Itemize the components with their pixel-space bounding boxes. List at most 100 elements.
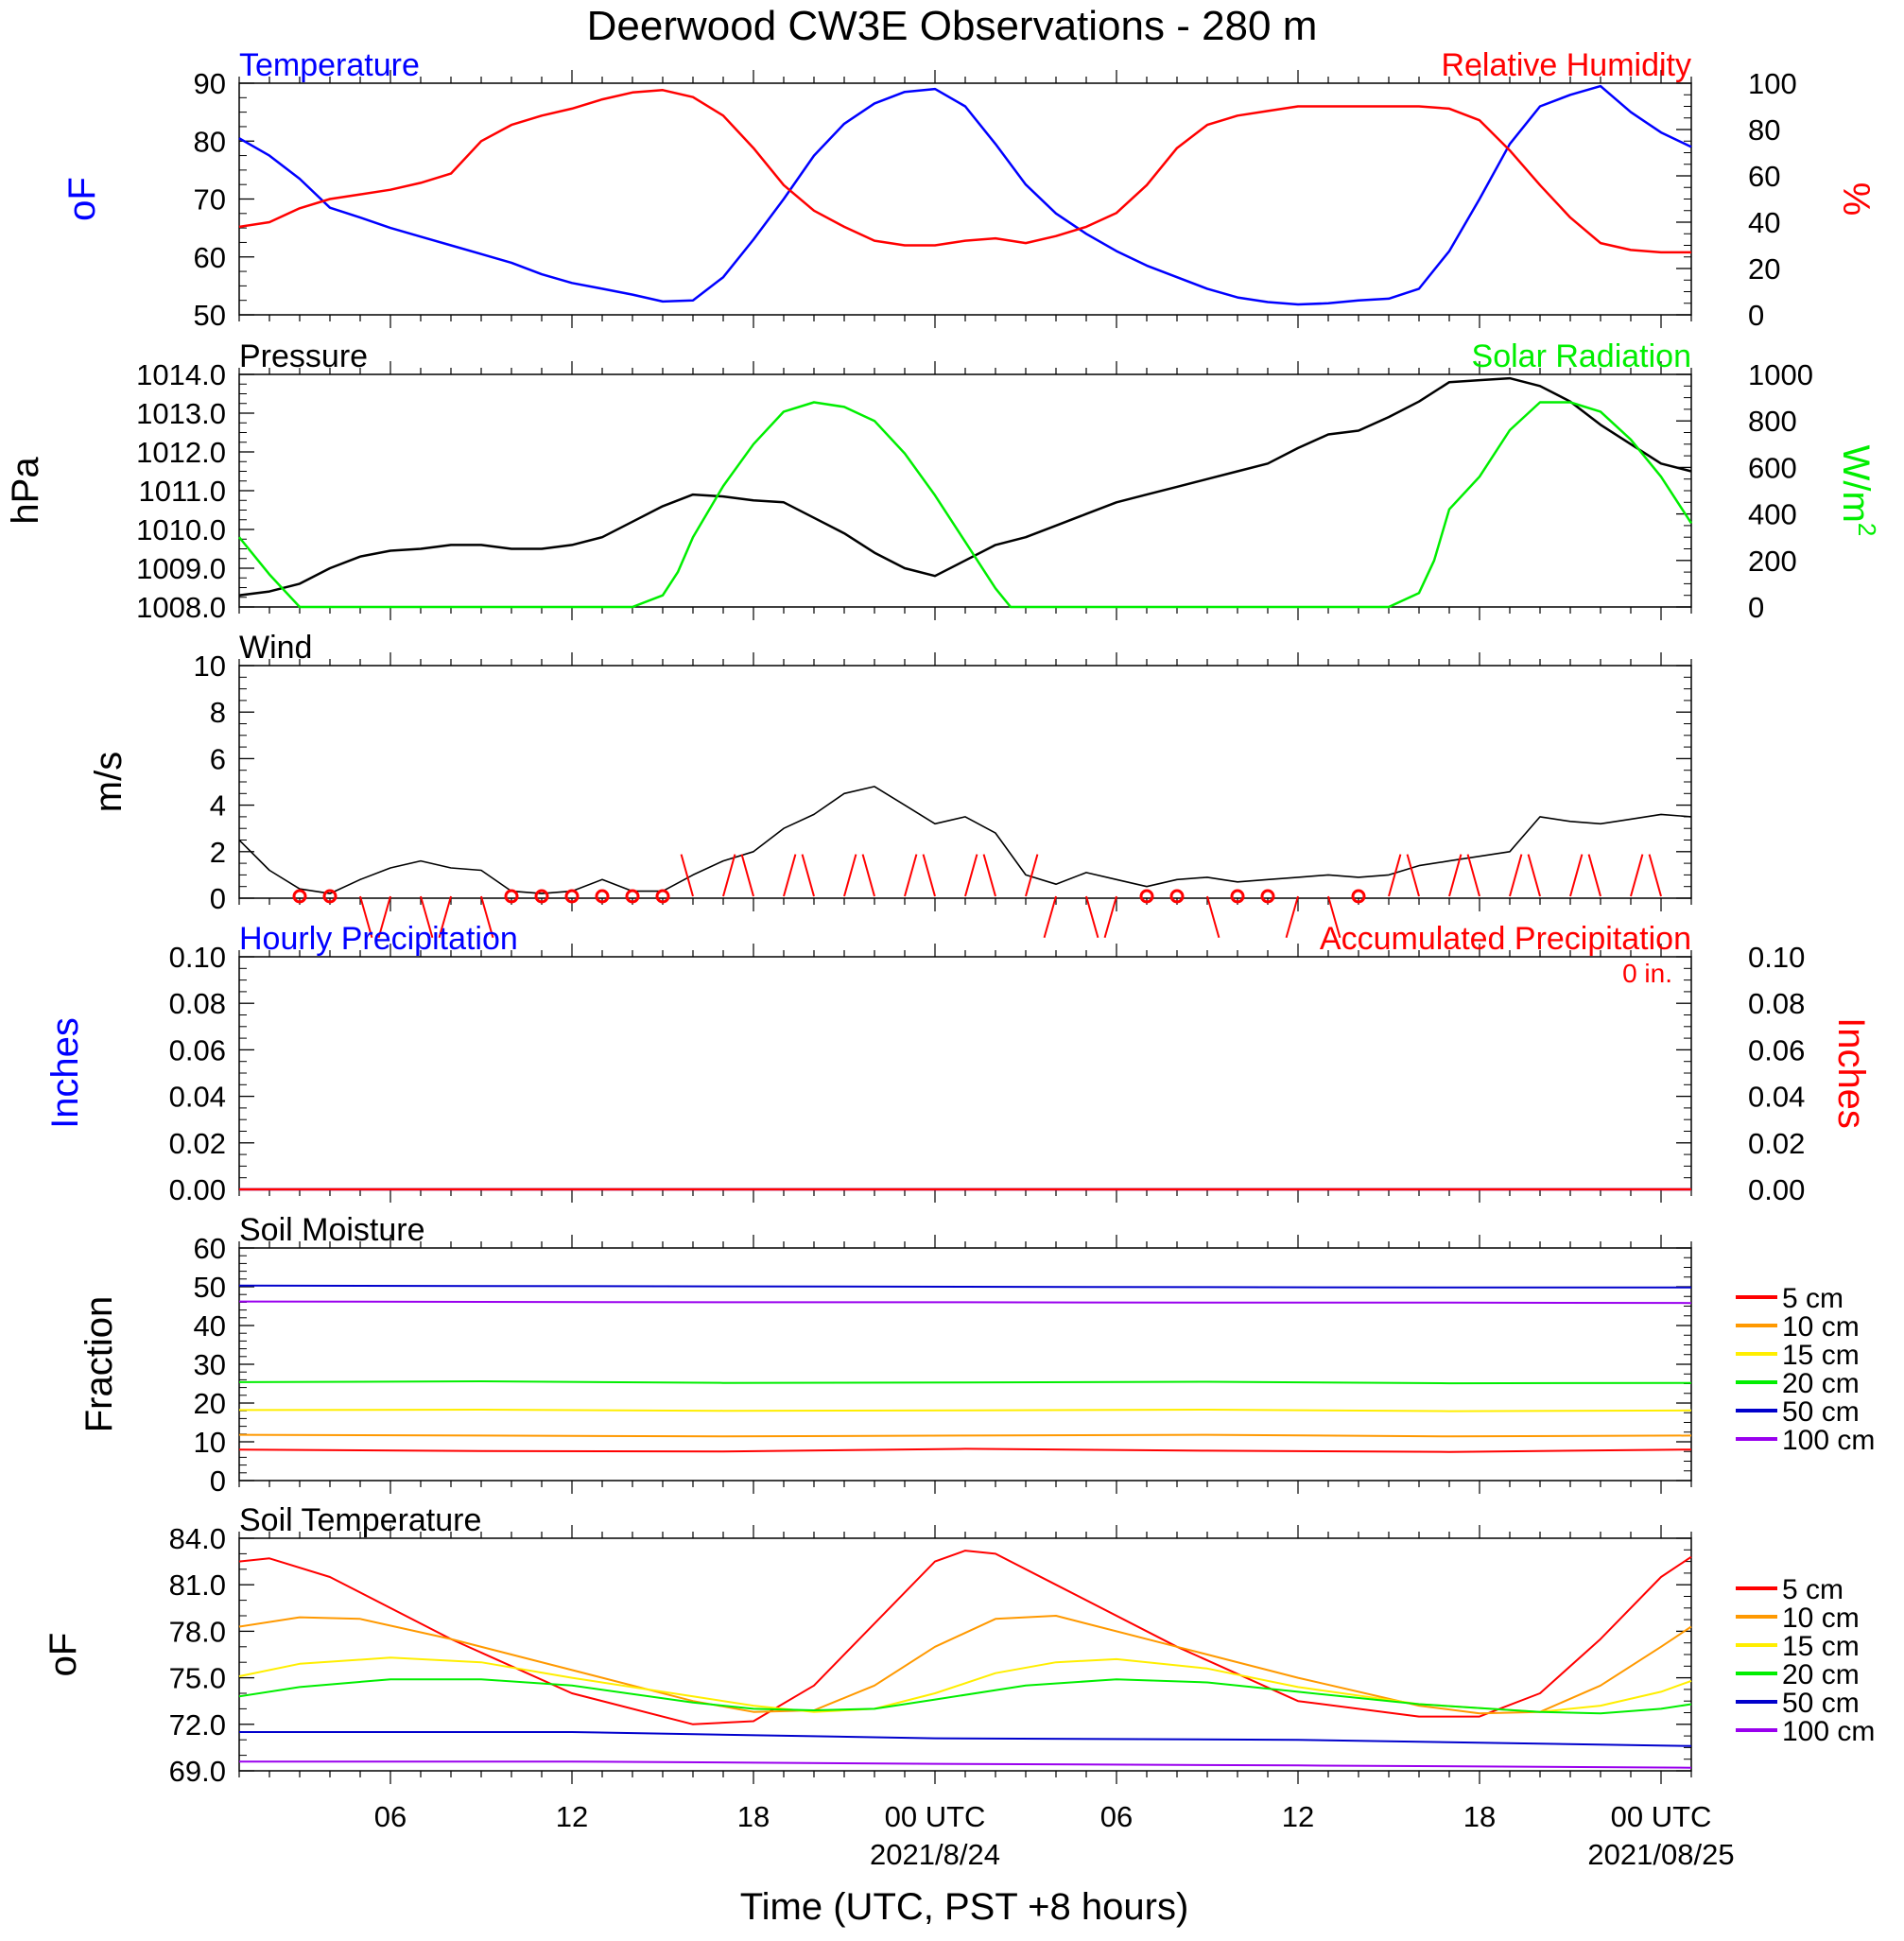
temperature-title: Temperature: [239, 47, 420, 83]
soil-temp-left-tick-label: 69.0: [169, 1755, 226, 1788]
solar-right-tick-label: 400: [1748, 498, 1797, 531]
precip-left-tick-label: 0.08: [169, 987, 226, 1020]
series-soil-moisture-50cm: [238, 1284, 1691, 1289]
temp-left-tick-label: 50: [194, 299, 226, 332]
x-axis-label: Time (UTC, PST +8 hours): [740, 1886, 1189, 1928]
soil-temp-left-tick-label: 75.0: [169, 1662, 226, 1695]
soil-moisture-left-tick-label: 50: [194, 1271, 226, 1304]
soil-moisture-left-tick-label: 20: [194, 1387, 226, 1420]
wind-barb-calm: [595, 889, 610, 904]
soil-temp-legend-label: 5 cm: [1782, 1574, 1843, 1605]
series-wind-speed: [238, 786, 1692, 894]
temp-left-tick-label: 70: [194, 183, 226, 217]
wind-barb-calm: [1351, 889, 1366, 904]
wind-barb-calm: [1230, 889, 1245, 904]
soil-temp-left-tick-label: 72.0: [169, 1708, 226, 1742]
soil-temp-legend-label: 100 cm: [1782, 1716, 1875, 1747]
soil-temp-left-tick-label: 81.0: [169, 1568, 226, 1602]
pressure-left-tick-label: 1009.0: [136, 552, 226, 585]
wind-units: m/s: [88, 752, 130, 812]
temp-left-tick-label: 90: [194, 67, 226, 100]
soil-moisture-left-tick-label: 40: [194, 1309, 226, 1343]
series-soil-temp-5cm: [238, 1550, 1692, 1725]
solar-title: Solar Radiation: [1472, 338, 1691, 374]
accum-right-tick-label: 0.04: [1748, 1081, 1805, 1114]
rh-right-tick-label: 80: [1748, 113, 1780, 147]
soil-moisture-legend-label: 50 cm: [1782, 1396, 1860, 1428]
soil-temp-left-tick-label: 84.0: [169, 1522, 226, 1555]
wind-barb: [1509, 854, 1523, 897]
wind-title: Wind: [239, 630, 312, 666]
wind-barb: [922, 854, 936, 897]
accum-precip-title: Accumulated Precipitation: [1320, 921, 1691, 957]
series-soil-moisture-10cm: [238, 1433, 1692, 1438]
wind-barb-calm: [1139, 889, 1154, 904]
series-soil-moisture-100cm: [238, 1300, 1692, 1305]
wind-barb-calm: [292, 889, 307, 904]
temp-left-tick-label: 60: [194, 241, 226, 274]
soil-moisture-units: Fraction: [78, 1296, 120, 1433]
wind-barb: [1043, 895, 1057, 939]
x-tick-label: 12: [1282, 1800, 1314, 1833]
wind-barb-calm: [625, 889, 640, 904]
series-solar-radiation: [238, 401, 1693, 609]
rh-right-tick-label: 100: [1748, 67, 1797, 100]
accum-right-tick-label: 0.08: [1748, 987, 1805, 1020]
series-soil-temp-20cm: [238, 1678, 1692, 1715]
wind-barb: [1206, 895, 1220, 939]
accum-right-tick-label: 0.06: [1748, 1033, 1805, 1066]
series-relative-humidity: [238, 89, 1691, 254]
precip-left-units: Inches: [44, 1017, 86, 1129]
pressure-left-tick-label: 1012.0: [136, 436, 226, 469]
x-date-label: 2021/08/25: [1587, 1838, 1734, 1871]
wind-barb: [1085, 895, 1099, 939]
wind-barb: [1388, 854, 1402, 897]
wind-left-tick-label: 6: [210, 742, 226, 775]
wind-left-tick-label: 10: [194, 650, 226, 683]
wind-barb: [438, 895, 452, 939]
solar-units: W/m2: [1835, 445, 1881, 537]
pressure-left-tick-label: 1010.0: [136, 513, 226, 546]
wind-barb-calm: [1169, 889, 1185, 904]
x-tick-label: 06: [1100, 1800, 1133, 1833]
series-soil-moisture-5cm: [238, 1447, 1692, 1453]
wind-barb: [982, 854, 996, 897]
wind-barb: [1103, 895, 1117, 939]
soil-moisture-left-tick-label: 60: [194, 1232, 226, 1265]
solar-right-tick-label: 200: [1748, 545, 1797, 578]
wind-barb: [1466, 854, 1480, 897]
solar-right-tick-label: 800: [1748, 405, 1797, 438]
humidity-units: %: [1835, 182, 1877, 217]
x-tick-label: 06: [374, 1800, 407, 1833]
solar-right-tick-label: 0: [1748, 591, 1764, 624]
humidity-title: Relative Humidity: [1441, 47, 1691, 83]
wind-barb: [843, 854, 857, 897]
accum-precip-total: 0 in.: [1622, 959, 1672, 988]
soil-temp-legend-label: 50 cm: [1782, 1688, 1860, 1719]
soil-moisture-legend-label: 100 cm: [1782, 1425, 1875, 1456]
soil-temp-legend-label: 20 cm: [1782, 1659, 1860, 1690]
accum-right-tick-label: 0.00: [1748, 1173, 1805, 1206]
wind-barb: [1327, 895, 1341, 939]
rh-right-tick-label: 40: [1748, 206, 1780, 239]
pressure-left-tick-label: 1014.0: [136, 358, 226, 391]
wind-barb: [1630, 854, 1644, 897]
wind-barb-calm: [655, 889, 670, 904]
series-soil-temp-100cm: [239, 1760, 1692, 1769]
wind-barb-calm: [322, 889, 338, 904]
wind-barb: [1406, 854, 1420, 897]
chart-title: Deerwood CW3E Observations - 280 m: [587, 3, 1318, 49]
hourly-precip-title: Hourly Precipitation: [239, 921, 518, 957]
wind-barb-calm: [504, 889, 519, 904]
soil-moisture-left-tick-label: 0: [210, 1464, 226, 1498]
pressure-left-tick-label: 1008.0: [136, 591, 226, 624]
soil-temp-units: oF: [43, 1633, 84, 1677]
wind-barb: [1285, 895, 1299, 939]
series-soil-temp-50cm: [239, 1731, 1692, 1747]
wind-left-tick-label: 8: [210, 696, 226, 729]
pressure-units: hPa: [5, 457, 46, 525]
series-soil-moisture-15cm: [238, 1409, 1692, 1412]
soil-moisture-left-tick-label: 30: [194, 1348, 226, 1381]
precip-left-tick-label: 0.06: [169, 1033, 226, 1066]
